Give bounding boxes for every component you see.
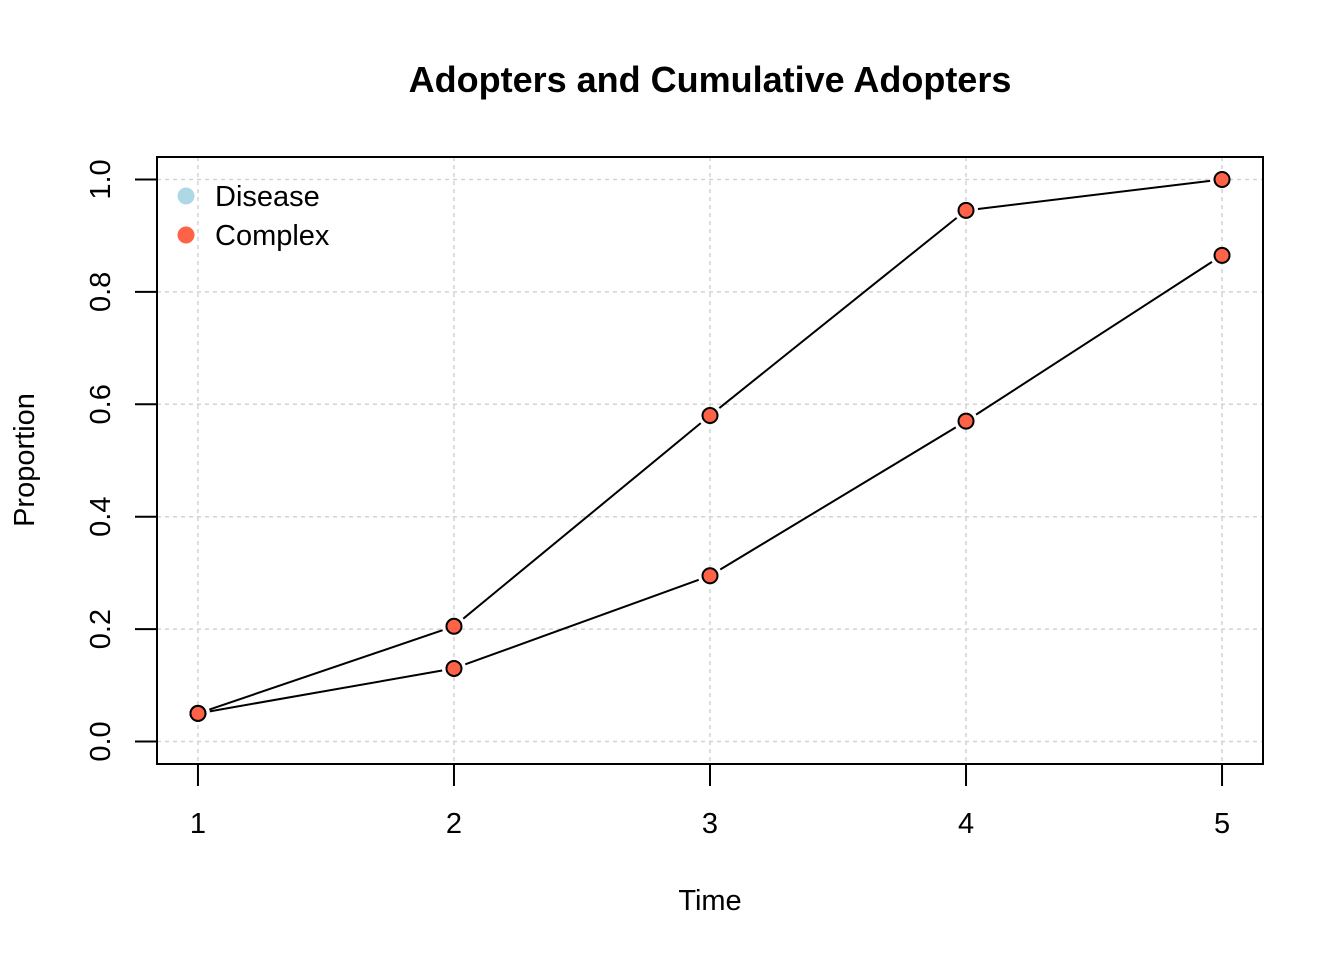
legend-label: Complex bbox=[215, 220, 330, 252]
data-point bbox=[701, 407, 719, 425]
x-tick-label: 5 bbox=[1214, 808, 1230, 840]
series-line-segment bbox=[977, 179, 1211, 210]
y-tick-label: 0.0 bbox=[85, 721, 117, 761]
x-axis-label: Time bbox=[678, 885, 741, 917]
chart-title: Adopters and Cumulative Adopters bbox=[409, 59, 1012, 100]
x-axis: 1 2 3 4 5 bbox=[190, 764, 1230, 840]
x-tick-label: 3 bbox=[702, 808, 718, 840]
legend-marker bbox=[177, 187, 195, 205]
legend-marker bbox=[177, 226, 195, 244]
series-line-segment bbox=[462, 422, 702, 620]
y-tick-label: 1.0 bbox=[85, 159, 117, 199]
y-tick-label: 0.2 bbox=[85, 609, 117, 649]
series-points bbox=[189, 170, 1231, 722]
data-point bbox=[189, 704, 207, 722]
x-tick-label: 1 bbox=[190, 808, 206, 840]
data-point bbox=[957, 201, 975, 219]
series-line-segment bbox=[209, 669, 443, 713]
y-tick-label: 0.6 bbox=[85, 384, 117, 424]
y-tick-label: 0.8 bbox=[85, 272, 117, 312]
y-axis-label: Proportion bbox=[9, 393, 41, 527]
series-line-segment bbox=[975, 261, 1213, 416]
data-point bbox=[701, 567, 719, 585]
data-point bbox=[957, 412, 975, 430]
series-line-segment bbox=[464, 578, 700, 666]
legend: Disease Complex bbox=[177, 181, 330, 252]
y-tick-label: 0.4 bbox=[85, 497, 117, 537]
data-point bbox=[445, 659, 463, 677]
x-tick-label: 4 bbox=[958, 808, 974, 840]
series-line-segment bbox=[719, 426, 957, 571]
data-point bbox=[1213, 246, 1231, 264]
legend-label: Disease bbox=[215, 181, 320, 213]
series-lines bbox=[209, 179, 1213, 713]
series-line-segment bbox=[718, 217, 958, 409]
y-axis: 0.0 0.2 0.4 0.6 0.8 1.0 bbox=[85, 159, 157, 762]
data-point bbox=[445, 617, 463, 635]
grid bbox=[157, 157, 1263, 764]
x-tick-label: 2 bbox=[446, 808, 462, 840]
series-line-segment bbox=[209, 629, 443, 711]
data-point bbox=[1213, 170, 1231, 188]
